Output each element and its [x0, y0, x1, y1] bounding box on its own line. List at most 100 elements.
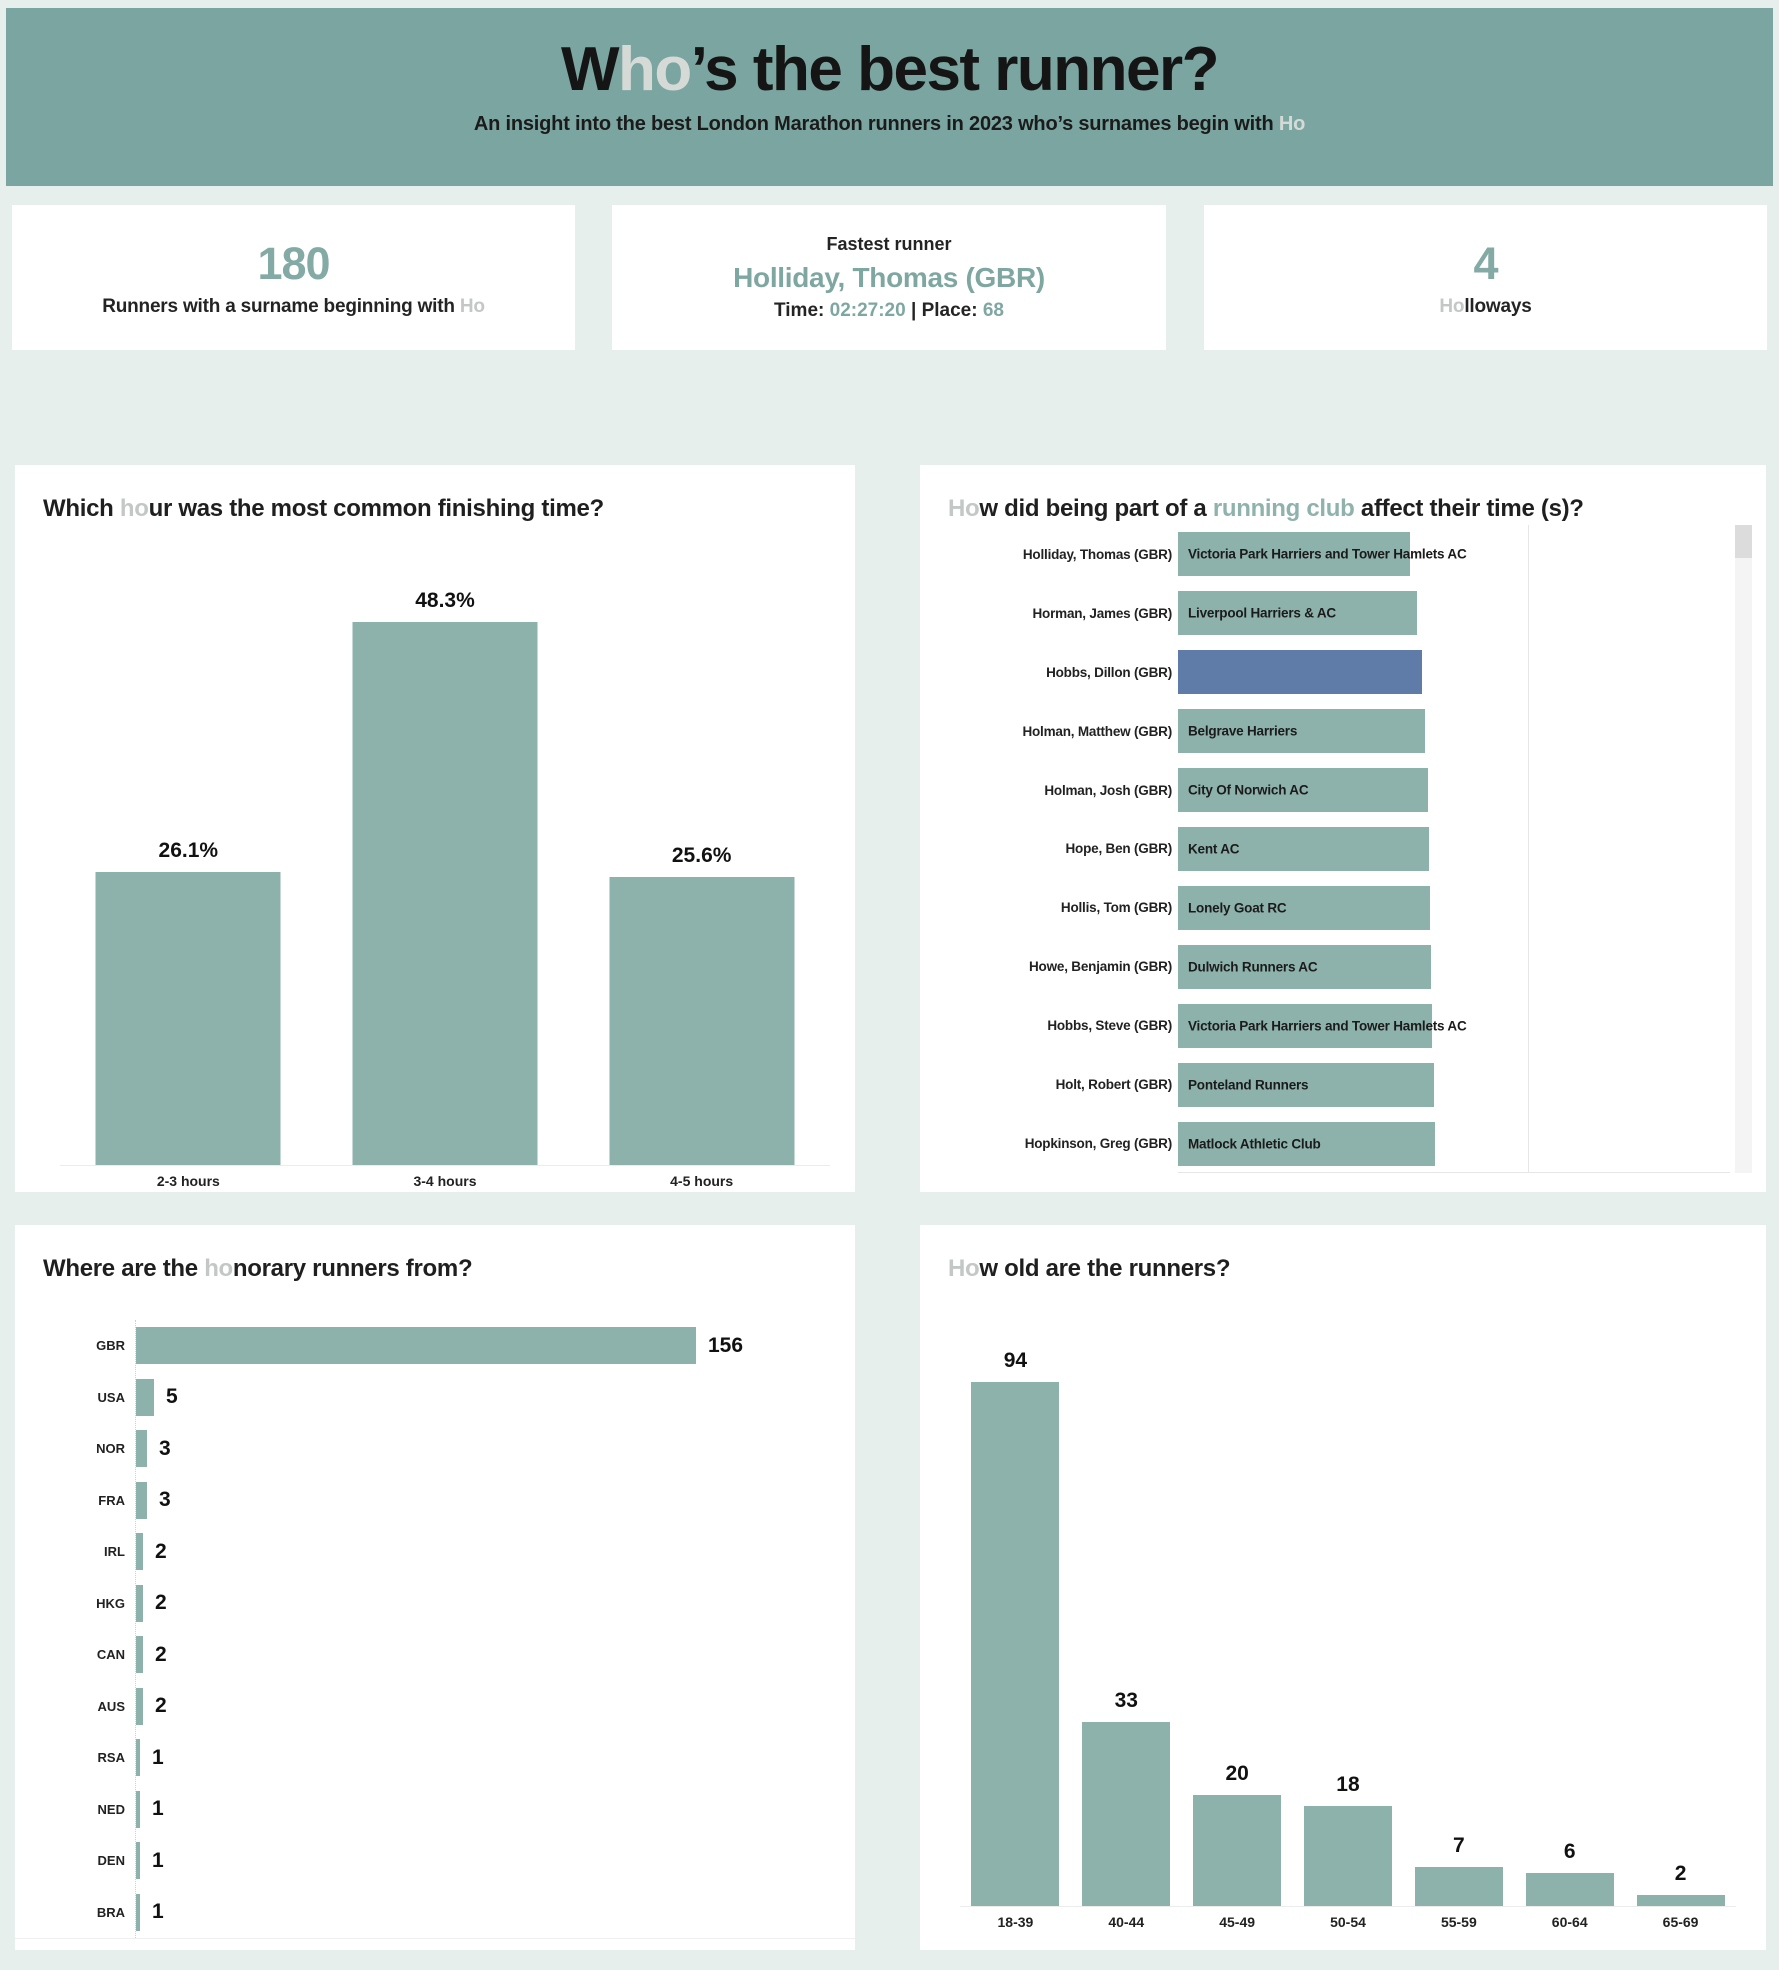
runner-label: Hopkinson, Greg (GBR) [1024, 1136, 1173, 1152]
club-name-label: Victoria Park Harriers and Tower Hamlets… [1188, 1018, 1467, 1034]
x-axis-label: 55-59 [1440, 1914, 1477, 1930]
bar-column-45-49: 20 45-49 [1182, 1375, 1293, 1930]
fastest-runner-meta: Time: 02:27:20 | Place: 68 [774, 300, 1004, 322]
country-bar[interactable] [136, 1378, 154, 1416]
stat-card-holloways: 4 Holloways [1204, 205, 1767, 350]
country-bar-track: 2 [135, 1533, 855, 1571]
text-segment-light: ho [617, 35, 692, 104]
country-bar-track: 5 [135, 1378, 855, 1416]
club-row: Hobbs, Dillon (GBR) [920, 643, 1766, 702]
country-bar[interactable] [136, 1636, 143, 1674]
country-bar[interactable] [136, 1481, 147, 1519]
club-bar[interactable] [1178, 885, 1430, 930]
club-bar[interactable] [1178, 1062, 1434, 1107]
club-bar-track [1178, 650, 1528, 695]
country-bar-track: 1 [135, 1842, 855, 1880]
bar-65-69[interactable] [1636, 1895, 1725, 1906]
x-axis-label: 50-54 [1330, 1914, 1366, 1930]
country-value-label: 1 [152, 1745, 164, 1769]
country-label: IRL [104, 1544, 125, 1560]
country-value-label: 1 [152, 1900, 164, 1924]
club-bar[interactable] [1178, 709, 1425, 754]
club-bar[interactable] [1178, 768, 1428, 813]
x-axis-label: 40-44 [1108, 1914, 1145, 1930]
time-label: Time: [774, 299, 830, 321]
text-segment-light: Ho [1439, 295, 1465, 317]
country-bar[interactable] [136, 1893, 140, 1931]
club-chart-rows: Holliday, Thomas (GBR) Victoria Park Harr… [920, 525, 1766, 1173]
x-axis-label: 45-49 [1219, 1914, 1256, 1930]
country-bar[interactable] [136, 1739, 140, 1777]
club-bar[interactable] [1178, 1003, 1432, 1048]
country-value-label: 5 [166, 1385, 178, 1409]
bar-value-label: 18 [1336, 1773, 1360, 1796]
dashboard-header: Who’s the best runner? An insight into t… [6, 8, 1773, 186]
countries-panel: Where are the honorary runners from? GBR… [15, 1225, 855, 1950]
bar-45-49[interactable] [1193, 1795, 1282, 1906]
country-bar[interactable] [136, 1687, 143, 1725]
bar-value-label: 6 [1563, 1840, 1576, 1863]
text-segment-dark: ’s the best runner? [690, 35, 1220, 104]
club-name-label: Ponteland Runners [1188, 1077, 1309, 1093]
country-bar[interactable] [136, 1790, 140, 1828]
runner-label: Horman, James (GBR) [1032, 605, 1173, 621]
club-row: Hopkinson, Greg (GBR) Matlock Athletic Cl… [920, 1114, 1766, 1173]
countries-chart: GBR 156 USA 5 NOR 3 FRA 3 IRL 2 HKG 2 CAN 2 AUS 2 RSA 1 NE… [15, 1320, 855, 1939]
country-bar-track: 1 [135, 1893, 855, 1931]
finishing-time-panel: Which hour was the most common finishing… [15, 465, 855, 1192]
country-value-label: 3 [159, 1436, 171, 1460]
country-bar[interactable] [136, 1533, 143, 1571]
text-segment-dark: Which [43, 495, 120, 522]
bar-value-label: 20 [1225, 1762, 1249, 1785]
country-value-label: 1 [152, 1797, 164, 1821]
club-bar[interactable] [1178, 532, 1410, 577]
bar-60-64[interactable] [1525, 1873, 1614, 1906]
bar-40-44[interactable] [1082, 1722, 1171, 1906]
x-axis-label: 60-64 [1551, 1914, 1588, 1930]
text-segment-dark: Runners with a surname beginning with [102, 295, 460, 317]
club-chart-scrollbar-thumb[interactable] [1735, 525, 1752, 558]
club-bar-track: Liverpool Harriers & AC [1178, 591, 1528, 636]
country-bar[interactable] [136, 1584, 143, 1622]
text-segment-teal: running club [1212, 495, 1355, 522]
club-bar[interactable] [1178, 591, 1417, 636]
bar-2-3 hours[interactable] [95, 872, 281, 1165]
club-row: Hobbs, Steve (GBR) Victoria Park Harriers… [920, 996, 1766, 1055]
club-bar[interactable] [1178, 944, 1431, 989]
country-bar-track: 1 [135, 1739, 855, 1777]
bar-55-59[interactable] [1414, 1867, 1503, 1906]
stat-card-runner-count: 180 Runners with a surname beginning wit… [12, 205, 575, 350]
country-row-DEN: DEN 1 [15, 1835, 855, 1887]
runner-label: Holman, Matthew (GBR) [1022, 723, 1172, 739]
bar-18-39[interactable] [971, 1382, 1060, 1906]
x-axis-label: 3-4 hours [413, 1173, 477, 1189]
club-bar[interactable] [1178, 650, 1422, 695]
bar-value-label: 33 [1114, 1689, 1138, 1712]
country-row-USA: USA 5 [15, 1372, 855, 1424]
country-label: AUS [97, 1698, 125, 1714]
country-bar[interactable] [136, 1842, 140, 1880]
runner-label: Holman, Josh (GBR) [1044, 782, 1172, 798]
country-label: NED [97, 1801, 125, 1817]
country-bar[interactable] [136, 1430, 147, 1468]
text-segment-dark: W [560, 35, 620, 104]
bar-4-5 hours[interactable] [609, 877, 795, 1165]
country-row-BRA: BRA 1 [15, 1887, 855, 1939]
club-chart-axis-line [1528, 525, 1529, 1173]
text-segment-light: ho [119, 495, 149, 522]
club-bar-track: Belgrave Harriers [1178, 709, 1528, 754]
bar-column-50-54: 18 50-54 [1293, 1375, 1404, 1930]
text-segment-light: Ho [1278, 113, 1306, 135]
holloways-count-value: 4 [1473, 237, 1498, 289]
runner-label: Holt, Robert (GBR) [1055, 1077, 1173, 1093]
country-bar-track: 2 [135, 1584, 855, 1622]
club-bar[interactable] [1178, 1121, 1435, 1166]
country-value-label: 2 [155, 1539, 167, 1563]
country-bar[interactable] [136, 1327, 696, 1365]
finishing-time-chart: 26.1% 2-3 hours 48.3% 3-4 hours 25.6% 4-5 hou… [60, 560, 830, 1189]
runner-count-value: 180 [257, 237, 330, 289]
club-chart-scrollbar[interactable] [1735, 525, 1752, 1173]
club-bar[interactable] [1178, 826, 1429, 871]
bar-3-4 hours[interactable] [352, 622, 538, 1165]
bar-50-54[interactable] [1303, 1806, 1392, 1906]
